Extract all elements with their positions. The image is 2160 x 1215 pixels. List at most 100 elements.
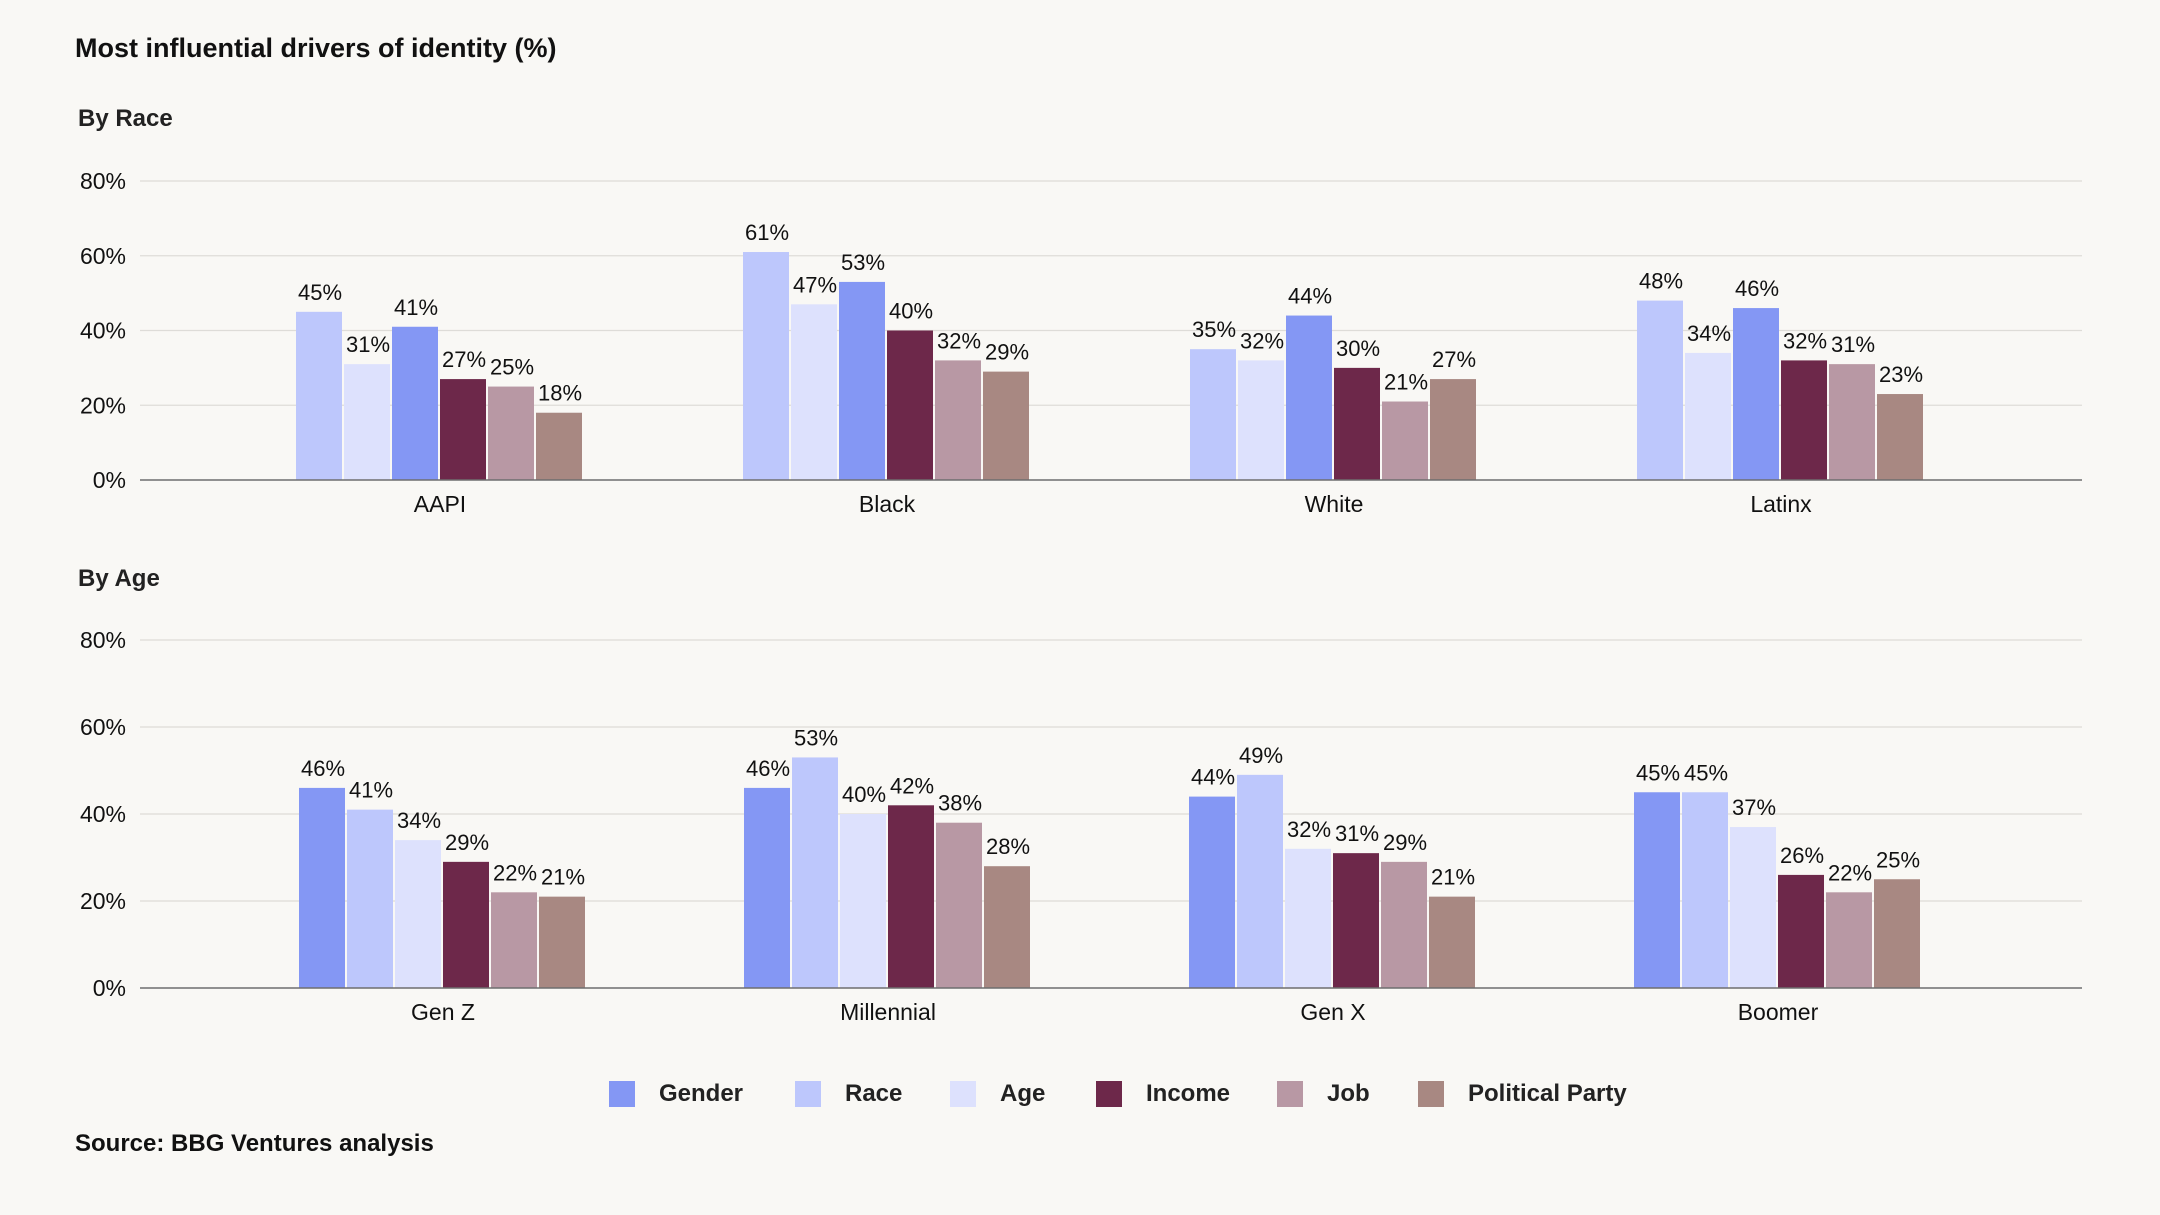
y-tick-label: 80%: [80, 168, 126, 194]
bar-latinx-political-party: [1877, 394, 1923, 480]
legend-swatch-age: [950, 1081, 976, 1107]
data-label: 32%: [1240, 328, 1284, 353]
bar-aapi-race: [296, 311, 342, 480]
bar-gen-z-political-party: [539, 896, 585, 988]
bar-latinx-gender: [1733, 308, 1779, 480]
data-label: 18%: [538, 381, 582, 406]
legend-label: Political Party: [1468, 1080, 1627, 1107]
bar-white-political-party: [1430, 379, 1476, 480]
y-tick-label: 40%: [80, 318, 126, 344]
data-label: 41%: [349, 778, 393, 803]
bar-black-gender: [839, 281, 885, 480]
bar-latinx-income: [1781, 360, 1827, 480]
data-label: 31%: [346, 332, 390, 357]
data-label: 25%: [1876, 847, 1920, 872]
data-label: 48%: [1639, 269, 1683, 294]
data-label: 53%: [841, 250, 885, 275]
legend-item-race: Race: [795, 1080, 902, 1108]
legend-label: Income: [1146, 1080, 1231, 1107]
data-label: 32%: [937, 328, 981, 353]
bar-boomer-political-party: [1874, 879, 1920, 988]
legend-label: Age: [1000, 1080, 1046, 1107]
y-tick-label: 60%: [80, 243, 126, 269]
bar-millennial-race: [792, 757, 838, 988]
category-label: Black: [859, 491, 916, 517]
data-label: 47%: [793, 272, 837, 297]
bar-aapi-job: [488, 386, 534, 480]
bar-gen-x-age: [1285, 848, 1331, 988]
bar-white-age: [1238, 360, 1284, 480]
legend-swatch-job: [1277, 1081, 1303, 1107]
data-label: 22%: [1828, 860, 1872, 885]
data-label: 45%: [298, 280, 342, 305]
data-label: 34%: [397, 808, 441, 833]
legend-item-political-party: Political Party: [1418, 1080, 1627, 1108]
y-tick-label: 0%: [93, 975, 126, 1001]
y-tick-label: 60%: [80, 714, 126, 740]
bar-gen-z-race: [347, 809, 393, 988]
bar-gen-x-political-party: [1429, 896, 1475, 988]
data-label: 30%: [1336, 336, 1380, 361]
bar-black-age: [791, 304, 837, 480]
category-label: Boomer: [1738, 999, 1819, 1025]
bar-aapi-income: [440, 379, 486, 480]
bar-gen-z-income: [443, 861, 489, 988]
bar-latinx-age: [1685, 352, 1731, 480]
bar-millennial-age: [840, 814, 886, 988]
legend-swatch-income: [1096, 1081, 1122, 1107]
legend-swatch-political-party: [1418, 1081, 1444, 1107]
legend-label: Job: [1327, 1080, 1370, 1107]
bar-gen-x-job: [1381, 861, 1427, 988]
category-label: Gen X: [1300, 999, 1365, 1025]
data-label: 27%: [442, 347, 486, 372]
data-label: 28%: [986, 834, 1030, 859]
bar-gen-z-gender: [299, 787, 345, 988]
legend-label: Race: [845, 1080, 903, 1107]
data-label: 35%: [1192, 317, 1236, 342]
category-label: Millennial: [840, 999, 936, 1025]
data-label: 26%: [1780, 843, 1824, 868]
bar-aapi-age: [344, 364, 390, 480]
data-label: 45%: [1636, 760, 1680, 785]
data-label: 61%: [745, 220, 789, 245]
bar-millennial-job: [936, 822, 982, 988]
bar-boomer-income: [1778, 874, 1824, 988]
bar-black-political-party: [983, 371, 1029, 480]
data-label: 45%: [1684, 760, 1728, 785]
bar-boomer-race: [1682, 792, 1728, 988]
legend: Gender Race Age Income Job Political Par…: [0, 1080, 2160, 1114]
bar-black-income: [887, 330, 933, 480]
legend-item-gender: Gender: [609, 1080, 743, 1108]
legend-item-age: Age: [950, 1080, 1045, 1108]
data-label: 23%: [1879, 362, 1923, 387]
bar-boomer-job: [1826, 892, 1872, 988]
category-label: Gen Z: [411, 999, 475, 1025]
data-label: 31%: [1831, 332, 1875, 357]
data-label: 32%: [1783, 328, 1827, 353]
y-tick-label: 20%: [80, 888, 126, 914]
panel-title-age: By Age: [78, 565, 160, 592]
source-note: Source: BBG Ventures analysis: [75, 1130, 434, 1157]
data-label: 41%: [394, 295, 438, 320]
category-label: White: [1305, 491, 1364, 517]
data-label: 37%: [1732, 795, 1776, 820]
bar-latinx-job: [1829, 364, 1875, 480]
category-label: AAPI: [414, 491, 466, 517]
legend-item-income: Income: [1096, 1080, 1230, 1108]
legend-swatch-gender: [609, 1081, 635, 1107]
data-label: 40%: [889, 299, 933, 324]
bar-white-gender: [1286, 315, 1332, 480]
bar-black-job: [935, 360, 981, 480]
data-label: 21%: [1431, 865, 1475, 890]
bar-white-race: [1190, 349, 1236, 480]
category-label: Latinx: [1750, 491, 1812, 517]
bar-gen-z-job: [491, 892, 537, 988]
panel-title-race: By Race: [78, 105, 173, 132]
legend-swatch-race: [795, 1081, 821, 1107]
data-label: 44%: [1288, 284, 1332, 309]
legend-label: Gender: [659, 1080, 744, 1107]
data-label: 34%: [1687, 321, 1731, 346]
bar-latinx-race: [1637, 300, 1683, 480]
bar-white-job: [1382, 401, 1428, 480]
